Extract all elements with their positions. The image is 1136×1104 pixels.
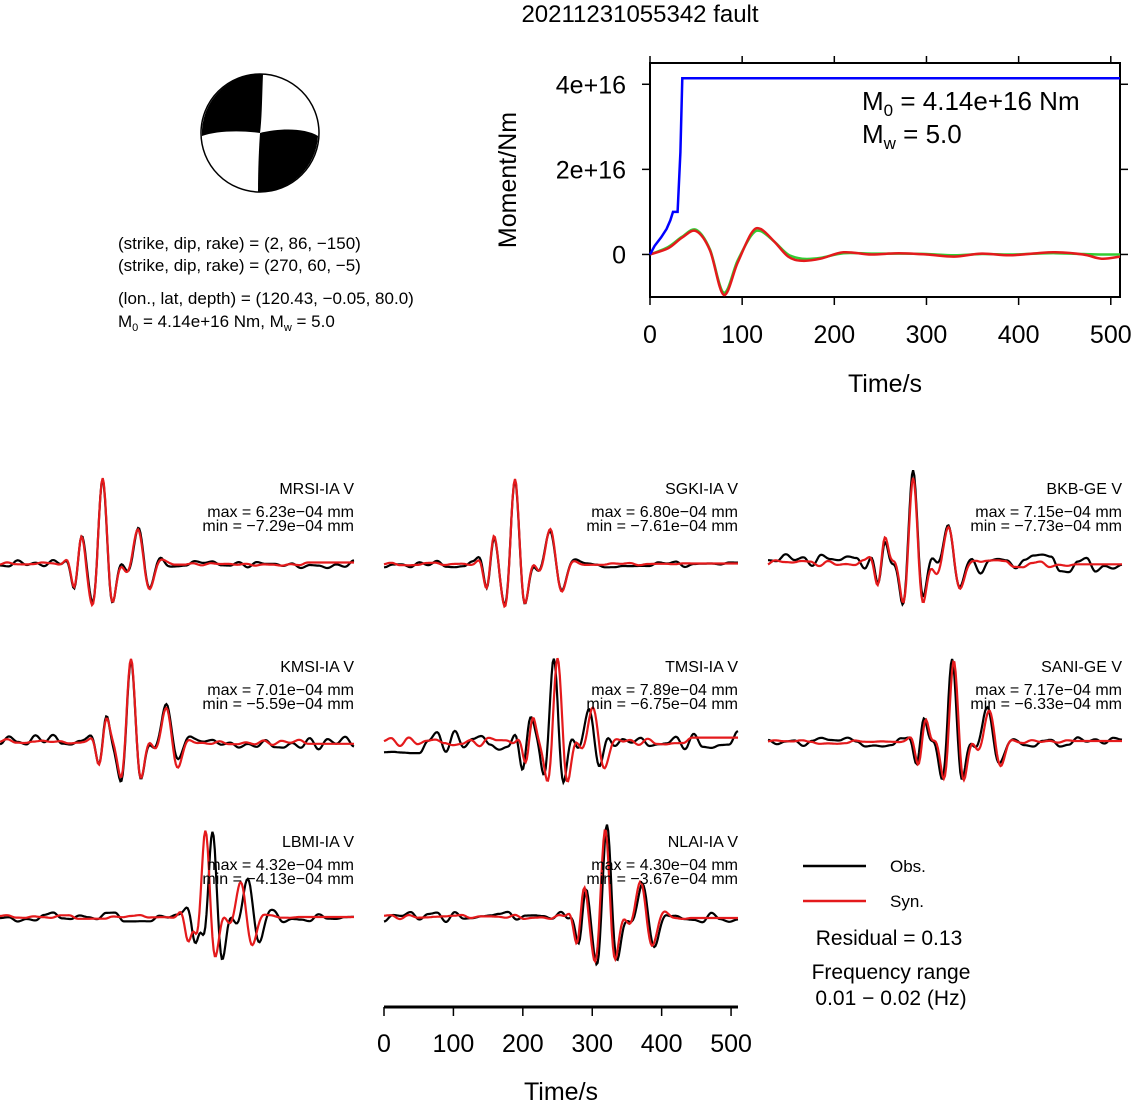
- info-line-2: (strike, dip, rake) = (270, 60, −5): [118, 256, 361, 275]
- info-line-4: M0 = 4.14e+16 Nm, Mw = 5.0: [118, 312, 335, 334]
- station-name: TMSI-IA V: [665, 659, 738, 676]
- station-min: min = −7.29e−04 mm: [202, 518, 354, 535]
- moment-xtick-label: 0: [643, 321, 657, 349]
- moment-xtick-label: 300: [906, 321, 948, 349]
- beachball-icon: [200, 73, 320, 193]
- waveform-obs: [383, 824, 739, 967]
- moment-xtick-label: 200: [813, 321, 855, 349]
- station-max: max = 7.89e−04 mm: [591, 682, 738, 699]
- moment-ytick-label: 0: [612, 241, 626, 269]
- waveform-xtick-label: 0: [377, 1030, 391, 1058]
- legend: Obs. Syn. Residual = 0.13 Frequency rang…: [803, 857, 970, 1010]
- station-min: min = −7.61e−04 mm: [586, 518, 738, 535]
- station-min: min = −6.75e−04 mm: [586, 696, 738, 713]
- info-line-1: (strike, dip, rake) = (2, 86, −150): [118, 234, 361, 253]
- station-max: max = 7.17e−04 mm: [975, 682, 1122, 699]
- station-name: KMSI-IA V: [280, 659, 354, 676]
- frequency-title: Frequency range: [812, 961, 971, 984]
- waveform-syn: [0, 477, 354, 608]
- station-name: NLAI-IA V: [668, 834, 739, 851]
- station-name: SGKI-IA V: [665, 481, 738, 498]
- figure-title: 20211231055342 fault: [521, 1, 758, 28]
- station-min: min = −6.33e−04 mm: [970, 696, 1122, 713]
- moment-mw-label: Mw = 5.0: [862, 119, 962, 153]
- moment-m0-label: M0 = 4.14e+16 Nm: [862, 86, 1080, 120]
- station-max: max = 6.23e−04 mm: [207, 504, 354, 521]
- waveform-syn: [383, 657, 738, 783]
- waveform-obs: [0, 661, 355, 783]
- station-min: min = −4.13e−04 mm: [202, 871, 354, 888]
- beachball-quadrant-1: [201, 73, 263, 136]
- moment-xtick-label: 400: [998, 321, 1040, 349]
- moment-ytick-label: 2e+16: [556, 156, 626, 184]
- waveform-syn: [0, 658, 354, 779]
- station-min: min = −3.67e−04 mm: [586, 871, 738, 888]
- waveform-syn: [383, 478, 738, 609]
- station-max: max = 7.15e−04 mm: [975, 504, 1122, 521]
- residual-text: Residual = 0.13: [816, 927, 963, 950]
- source-info: (strike, dip, rake) = (2, 86, −150) (str…: [118, 234, 414, 334]
- waveform-syn: [767, 660, 1122, 783]
- station-min: min = −7.73e−04 mm: [970, 518, 1122, 535]
- station-name: SANI-GE V: [1041, 659, 1122, 676]
- station-max: max = 7.01e−04 mm: [207, 682, 354, 699]
- waveform-syn: [0, 830, 354, 958]
- moment-plot-frame: [649, 62, 1121, 298]
- station-max: max = 6.80e−04 mm: [591, 504, 738, 521]
- legend-syn-label: Syn.: [890, 892, 924, 911]
- waveform-xtick-label: 200: [502, 1030, 544, 1058]
- waveform-syn: [384, 829, 738, 964]
- moment-series-obs_moment_wave: [649, 228, 1120, 294]
- waveform-xtick-label: 300: [571, 1030, 613, 1058]
- station-min: min = −5.59e−04 mm: [202, 696, 354, 713]
- legend-obs-label: Obs.: [890, 857, 926, 876]
- station-name: LBMI-IA V: [282, 834, 354, 851]
- beachball-quadrant-2: [258, 129, 318, 193]
- waveform-syn: [767, 477, 1122, 604]
- waveform-xtick-label: 500: [710, 1030, 752, 1058]
- station-max: max = 4.32e−04 mm: [207, 857, 354, 874]
- moment-ylabel: Moment/Nm: [494, 112, 522, 248]
- moment-series-cumulative_moment: [648, 77, 1120, 256]
- waveform-xtick-label: 400: [641, 1030, 683, 1058]
- station-max: max = 4.30e−04 mm: [591, 857, 738, 874]
- waveform-xtick-label: 100: [433, 1030, 475, 1058]
- waveform-xlabel: Time/s: [524, 1078, 598, 1104]
- moment-ytick-label: 4e+16: [556, 71, 626, 99]
- moment-series-syn_moment_wave: [649, 226, 1121, 297]
- frequency-range: 0.01 − 0.02 (Hz): [815, 987, 966, 1010]
- waveform-obs: [383, 658, 739, 786]
- info-line-3: (lon., lat, depth) = (120.43, −0.05, 80.…: [118, 289, 414, 308]
- moment-xtick-label: 100: [721, 321, 763, 349]
- station-name: MRSI-IA V: [279, 481, 354, 498]
- station-name: BKB-GE V: [1046, 481, 1122, 498]
- moment-chart: 0 100 200 300 400 500 0 2e+16 4e+16 M0 = 4.14e+1…: [494, 56, 1132, 398]
- waveform-obs: [767, 658, 1123, 780]
- waveform-obs: [383, 480, 738, 607]
- waveform-time-axis: Time/s 0 100 200 300 400 500: [377, 1005, 752, 1104]
- moment-xlabel: Time/s: [848, 370, 922, 398]
- moment-xtick-label: 500: [1090, 321, 1132, 349]
